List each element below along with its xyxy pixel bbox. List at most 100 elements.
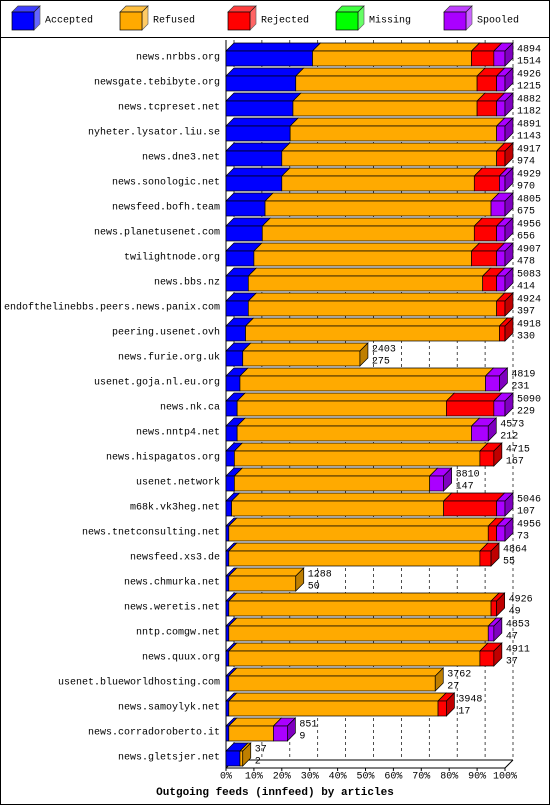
value-label: 4956 xyxy=(517,520,541,531)
bar-segment xyxy=(225,350,244,367)
bar-side xyxy=(504,92,514,117)
bar-side xyxy=(443,467,452,492)
bar-segment xyxy=(231,500,444,517)
y-tick-label: news.samoylyk.net xyxy=(118,702,220,714)
bar-side-shade xyxy=(493,443,502,466)
value-label: 2403 xyxy=(372,345,396,356)
bar-segment xyxy=(228,625,489,642)
y-tick-label: news.tcpreset.net xyxy=(118,103,220,114)
value-label: 4891 xyxy=(517,120,541,131)
bar-side-shade xyxy=(505,293,513,316)
bar-side xyxy=(504,67,514,92)
bar-side xyxy=(504,292,514,317)
bar-segment xyxy=(239,375,486,392)
bar-segment xyxy=(312,50,472,67)
value-label: 229 xyxy=(517,407,535,418)
y-tick-label: news.weretis.net xyxy=(124,602,220,614)
value-label: 3948 xyxy=(458,695,482,706)
bar-side-shade xyxy=(443,468,452,491)
bar-segment xyxy=(228,675,436,692)
y-tick-label: news.sonologic.net xyxy=(112,177,220,189)
bar-segment xyxy=(493,400,506,417)
x-tick-label: 30% xyxy=(301,772,319,783)
bar-side-shade xyxy=(505,93,513,116)
bar-top xyxy=(253,242,481,252)
y-tick-label: peering.usenet.ovh xyxy=(112,327,220,339)
value-label: 212 xyxy=(500,432,518,443)
y-tick-label: usenet.blueworldhosting.com xyxy=(58,677,220,689)
y-tick-label: news.nk.ca xyxy=(160,402,220,414)
value-label: 37 xyxy=(506,657,518,668)
bar-top xyxy=(225,117,300,127)
bar-segment xyxy=(496,150,506,167)
bar-top xyxy=(230,492,453,502)
x-tick-label: 80% xyxy=(440,772,458,783)
bar-segment xyxy=(479,650,495,667)
bar-segment xyxy=(490,600,497,617)
value-label: 4956 xyxy=(517,220,541,231)
bar-segment xyxy=(479,550,492,567)
bar-top xyxy=(227,717,283,727)
bar-side-shade xyxy=(505,318,513,341)
value-label: 4926 xyxy=(509,595,533,606)
bar-segment xyxy=(493,50,506,67)
bar-side xyxy=(487,417,497,442)
bar-segment xyxy=(245,325,500,342)
legend-label: Missing xyxy=(369,15,411,27)
y-tick-label: news.corradoroberto.it xyxy=(88,727,220,739)
value-label: 4819 xyxy=(511,370,535,381)
bar-segment xyxy=(228,650,481,667)
bar-top xyxy=(225,142,291,152)
y-tick-label: newsfeed.xs3.de xyxy=(130,552,220,564)
bar-top xyxy=(280,167,484,177)
x-tick-label: 50% xyxy=(356,772,374,783)
y-tick-label: usenet.network xyxy=(136,477,220,489)
value-label: 4864 xyxy=(503,545,527,556)
value-label: 4911 xyxy=(506,645,530,656)
value-label: 3810 xyxy=(456,470,480,481)
bar-segment xyxy=(225,75,297,92)
bar-segment xyxy=(225,700,230,717)
bar-top xyxy=(227,592,500,602)
value-label: 970 xyxy=(517,182,535,193)
bar-top xyxy=(233,442,489,452)
bar-segment xyxy=(239,750,244,767)
bar-segment xyxy=(496,75,506,92)
bar-side-shade xyxy=(493,618,502,641)
bar-segment xyxy=(228,725,274,742)
value-label: 167 xyxy=(506,457,524,468)
bar-segment xyxy=(471,425,489,442)
y-tick-label: twilightnode.org xyxy=(124,252,220,264)
bar-side xyxy=(504,392,514,417)
x-tick-label: 90% xyxy=(468,772,486,783)
bar-top xyxy=(227,692,447,702)
value-label: 5046 xyxy=(517,495,541,506)
y-tick-label: newsgate.tebibyte.org xyxy=(94,77,220,89)
value-label: 4918 xyxy=(517,320,541,331)
bar-side xyxy=(499,367,508,392)
bar-side xyxy=(493,642,503,667)
bar-segment xyxy=(225,200,266,217)
value-label: 974 xyxy=(517,157,535,168)
bar-segment xyxy=(485,375,500,392)
bar-segment xyxy=(225,325,246,342)
bar-segment xyxy=(234,450,481,467)
bar-side xyxy=(242,742,252,767)
bar-segment xyxy=(261,225,475,242)
y-tick-label: m68k.vk3heg.net xyxy=(130,502,220,514)
value-label: 330 xyxy=(517,332,535,343)
bar-side-shade xyxy=(505,393,513,416)
bar-side-shade xyxy=(499,368,508,391)
bar-top xyxy=(244,317,509,327)
value-label: 3762 xyxy=(447,670,471,681)
bar-segment xyxy=(225,450,235,467)
legend-swatch xyxy=(335,11,359,31)
y-tick-label: news.nntp4.net xyxy=(136,428,220,439)
bar-side-shade xyxy=(359,343,368,366)
bar-side xyxy=(504,192,514,217)
bar-top xyxy=(280,142,506,152)
bar-top xyxy=(227,517,498,527)
bar-segment xyxy=(496,250,506,267)
bar-segment xyxy=(225,400,238,417)
